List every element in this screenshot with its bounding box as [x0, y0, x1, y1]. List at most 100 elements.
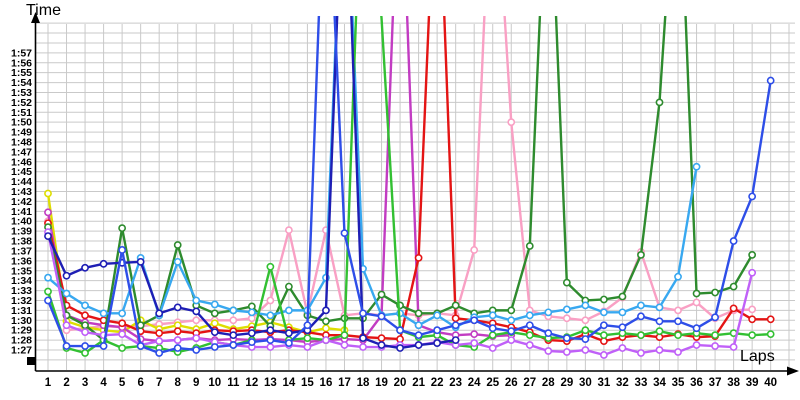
- data-point-light-blue: [655, 303, 664, 312]
- x-tick-label: 32: [616, 377, 629, 389]
- data-point-pink: [748, 305, 757, 314]
- data-point-dark-green: [322, 317, 330, 326]
- data-point-dark-green: [562, 278, 571, 287]
- data-point-navy: [247, 329, 256, 338]
- data-point-blue: [303, 321, 312, 330]
- data-point-dark-green: [637, 251, 645, 259]
- origin-handle: [27, 357, 35, 365]
- x-tick-label: 14: [282, 377, 295, 389]
- data-point-blue: [359, 309, 367, 318]
- data-point-violet: [322, 336, 330, 344]
- data-point-blue: [581, 335, 590, 344]
- data-point-navy: [173, 303, 182, 312]
- data-point-red: [414, 253, 423, 262]
- y-tick-labels: 1:271:281:291:301:311:321:331:341:351:36…: [11, 47, 32, 356]
- y-tick-label: 1:49: [11, 127, 32, 139]
- data-point-dark-green: [284, 282, 293, 291]
- x-tick-label: 15: [301, 377, 314, 389]
- data-point-light-blue: [81, 301, 89, 310]
- series-navy: [44, 16, 460, 352]
- y-tick-label: 1:50: [11, 117, 32, 129]
- data-point-violet: [674, 348, 682, 356]
- data-point-pink: [674, 306, 682, 315]
- x-tick-label: 2: [63, 377, 69, 389]
- data-point-green: [340, 331, 349, 340]
- data-point-blue: [544, 329, 553, 338]
- y-tick-label: 1:55: [11, 67, 32, 79]
- data-point-magenta: [470, 330, 479, 339]
- y-tick-label: 1:42: [11, 196, 32, 208]
- data-point-blue: [99, 342, 108, 350]
- x-tick-label: 33: [635, 377, 648, 389]
- data-point-red: [155, 329, 164, 338]
- data-point-blue: [488, 324, 497, 333]
- data-point-violet: [266, 343, 275, 351]
- data-point-green: [266, 262, 275, 271]
- y-tick-label: 1:52: [11, 97, 32, 109]
- data-point-navy: [99, 259, 108, 268]
- data-point-light-blue: [562, 305, 571, 314]
- data-point-pink: [192, 316, 201, 325]
- data-point-violet: [618, 344, 627, 352]
- x-tick-label: 7: [156, 377, 162, 389]
- y-tick-label: 1:33: [11, 285, 32, 297]
- data-point-dark-green: [507, 306, 516, 315]
- data-point-red: [173, 327, 182, 336]
- data-point-blue: [62, 342, 71, 350]
- x-tick-label: 40: [764, 377, 777, 389]
- data-point-green: [303, 334, 312, 343]
- y-tick-label: 1:43: [11, 186, 32, 198]
- data-point-green: [81, 349, 89, 357]
- x-tick-label: 28: [542, 377, 555, 389]
- x-tick-label: 39: [746, 377, 759, 389]
- y-tick-label: 1:45: [11, 166, 32, 178]
- data-point-violet: [192, 334, 201, 343]
- x-tick-label: 5: [119, 377, 126, 389]
- x-tick-label: 11: [227, 377, 240, 389]
- x-tick-label: 12: [245, 377, 258, 389]
- y-tick-label: 1:53: [11, 87, 32, 99]
- y-tick-label: 1:39: [11, 226, 32, 238]
- data-point-green: [766, 330, 775, 339]
- y-tick-label: 1:47: [11, 146, 32, 158]
- data-point-dark-green: [81, 321, 89, 330]
- y-axis-title: Time: [26, 2, 61, 19]
- data-point-light-blue: [99, 309, 108, 318]
- data-point-yellow: [44, 189, 52, 198]
- data-point-light-blue: [600, 308, 608, 317]
- data-point-blue: [525, 321, 534, 330]
- data-point-violet: [711, 342, 719, 350]
- data-point-blue: [44, 296, 52, 305]
- data-point-violet: [62, 321, 71, 330]
- data-point-violet: [581, 346, 590, 354]
- data-point-blue: [81, 342, 89, 350]
- data-point-green: [711, 331, 719, 340]
- data-point-dark-green: [210, 309, 219, 318]
- data-point-dark-green: [711, 288, 719, 297]
- data-point-navy: [451, 336, 460, 344]
- y-tick-label: 1:28: [11, 335, 32, 347]
- y-tick-label: 1:46: [11, 156, 32, 168]
- data-point-light-blue: [433, 311, 442, 320]
- data-point-blue: [729, 237, 738, 245]
- x-tick-label: 4: [100, 377, 107, 389]
- y-tick-label: 1:27: [11, 345, 32, 357]
- x-tick-label: 17: [338, 377, 351, 389]
- data-point-dark-green: [729, 282, 738, 291]
- x-tick-label: 3: [82, 377, 88, 389]
- y-tick-label: 1:31: [11, 305, 32, 317]
- y-tick-label: 1:40: [11, 216, 32, 228]
- y-tick-label: 1:41: [11, 206, 32, 218]
- data-point-blue: [210, 343, 219, 351]
- data-point-violet: [600, 351, 608, 359]
- data-point-violet: [655, 346, 664, 354]
- data-point-violet: [544, 347, 553, 355]
- y-tick-label: 1:57: [11, 47, 32, 59]
- data-point-blue: [173, 344, 182, 352]
- data-point-blue: [155, 349, 164, 357]
- y-tick-label: 1:32: [11, 295, 32, 307]
- y-tick-label: 1:54: [11, 77, 32, 89]
- axes: [27, 12, 799, 376]
- x-tick-label: 16: [320, 377, 333, 389]
- data-point-red: [729, 304, 738, 313]
